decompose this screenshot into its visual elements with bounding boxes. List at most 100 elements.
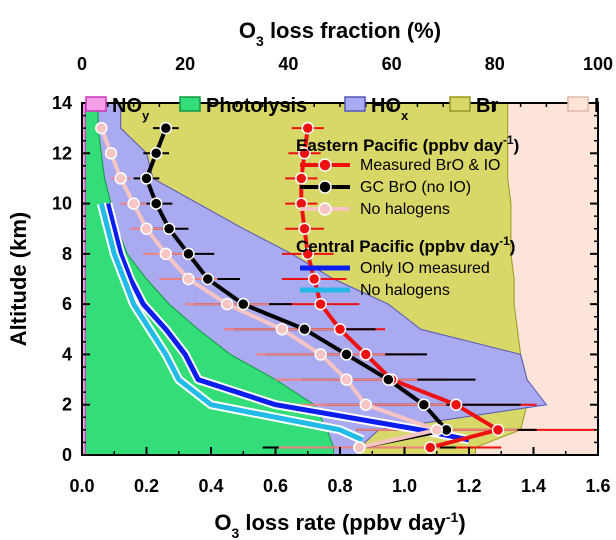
- y-tick-label: 12: [52, 143, 72, 163]
- legend-label: Measured BrO & IO: [360, 157, 501, 174]
- series-marker: [149, 147, 163, 160]
- series-marker: [149, 197, 163, 210]
- series-legend: Eastern Pacific (ppbv day-1) Central Paci…: [296, 133, 519, 299]
- series-marker: [162, 222, 176, 235]
- series-marker: [159, 121, 173, 135]
- legend-label: No halogens: [360, 201, 450, 218]
- x-tick-label: 0.8: [327, 476, 352, 496]
- x2-tick-label: 40: [278, 54, 298, 74]
- series-marker: [298, 323, 311, 336]
- series-marker: [298, 147, 311, 160]
- series-line-central: [105, 202, 470, 443]
- legend-marker: [318, 202, 332, 216]
- legend-entry-ho: HOx: [344, 95, 409, 123]
- x-tick-label: 1.2: [456, 476, 481, 496]
- series-marker: [220, 297, 234, 311]
- series-marker: [353, 441, 366, 454]
- legend-label: Photolysis: [206, 95, 307, 117]
- legend-entry-eastern: Measured BrO & IO: [300, 157, 501, 174]
- top-axis-title: O3 loss fraction (%): [239, 18, 441, 49]
- legend-label: NOy: [112, 95, 150, 123]
- area-legend: NOy Photolysis HOx Br I: [85, 95, 600, 123]
- series-marker: [491, 423, 505, 437]
- legend-swatch: [449, 96, 471, 112]
- series-marker: [182, 247, 195, 261]
- series-marker: [340, 373, 353, 386]
- x2-tick-label: 80: [485, 54, 505, 74]
- legend-label: I: [594, 95, 600, 117]
- series-marker: [314, 348, 327, 361]
- axes: 0.0 0.2 0.4 0.6 0.8 1.0 1.2 1.4 1.6 0 20 40 60 80 100 0…: [52, 54, 613, 496]
- legend-swatch: [567, 96, 589, 112]
- y-tick-label: 6: [62, 294, 72, 314]
- series-marker: [301, 121, 314, 135]
- series-marker: [182, 272, 195, 286]
- x-tick-label: 0.2: [134, 476, 159, 496]
- y-tick-label: 14: [52, 93, 72, 113]
- series-marker: [201, 272, 215, 286]
- legend-swatch: [85, 96, 107, 112]
- series-marker: [359, 398, 373, 411]
- series-marker: [301, 247, 314, 261]
- y-axis-title: Altitude (km): [6, 212, 31, 346]
- series-marker: [298, 222, 311, 235]
- series-marker: [449, 398, 463, 411]
- series-marker: [340, 348, 353, 361]
- series-marker: [275, 323, 289, 336]
- y-tick-label: 4: [62, 344, 72, 364]
- legend-title-eastern: Eastern Pacific (ppbv day-1): [296, 133, 519, 155]
- legend-label: GC BrO (no IO): [360, 179, 471, 196]
- series-marker: [159, 247, 173, 261]
- legend-entry-central: Only IO measured: [300, 260, 490, 277]
- legend-marker: [318, 180, 332, 194]
- series-marker: [114, 172, 127, 185]
- x-tick-label: 0.0: [69, 476, 94, 496]
- series-marker: [333, 323, 347, 336]
- x-tick-label: 0.6: [263, 476, 288, 496]
- series-marker: [140, 172, 153, 185]
- y-tick-label: 10: [52, 194, 72, 214]
- x-tick-label: 1.6: [585, 476, 610, 496]
- series-line-central: [98, 202, 364, 443]
- legend-title-central: Central Pacific (ppbv day-1): [296, 234, 515, 256]
- series-marker: [314, 297, 327, 311]
- legend-entry-photolysis: Photolysis: [179, 95, 307, 117]
- legend-entry-i: I: [567, 95, 600, 117]
- legend-label: HOx: [371, 95, 409, 123]
- x2-tick-label: 60: [382, 54, 402, 74]
- legend-swatch: [344, 96, 366, 112]
- x2-tick-label: 100: [583, 54, 613, 74]
- series-marker: [237, 297, 250, 311]
- x-axis-title: O3 loss rate (ppbv day-1): [214, 509, 465, 540]
- series-markers: [95, 121, 505, 454]
- legend-entry-eastern: GC BrO (no IO): [300, 179, 471, 196]
- x-tick-label: 1.4: [521, 476, 546, 496]
- y-tick-label: 2: [62, 395, 72, 415]
- legend-marker: [318, 158, 332, 172]
- x-tick-label: 0.4: [198, 476, 223, 496]
- series-marker: [417, 398, 431, 411]
- y-tick-label: 0: [62, 445, 72, 465]
- series-marker: [382, 373, 395, 386]
- legend-entry-central: No halogens: [300, 282, 450, 299]
- series-marker: [104, 147, 118, 160]
- series-marker: [140, 222, 153, 235]
- x2-tick-label: 20: [175, 54, 195, 74]
- x2-tick-label: 0: [77, 54, 87, 74]
- series-marker: [430, 423, 443, 437]
- legend-entry-no: NOy: [85, 95, 150, 123]
- legend-entry-br: Br: [449, 95, 498, 117]
- series-marker: [424, 441, 437, 454]
- series-marker: [295, 172, 308, 185]
- legend-label: Only IO measured: [360, 260, 490, 277]
- legend-entry-eastern: No halogens: [300, 201, 450, 218]
- x-tick-label: 1.0: [392, 476, 417, 496]
- series-marker: [127, 197, 140, 210]
- legend-swatch: [179, 96, 201, 112]
- y-tick-label: 8: [62, 244, 72, 264]
- series-marker: [95, 121, 108, 135]
- legend-label: No halogens: [360, 282, 450, 299]
- series-marker: [359, 348, 373, 361]
- legend-label: Br: [476, 95, 498, 117]
